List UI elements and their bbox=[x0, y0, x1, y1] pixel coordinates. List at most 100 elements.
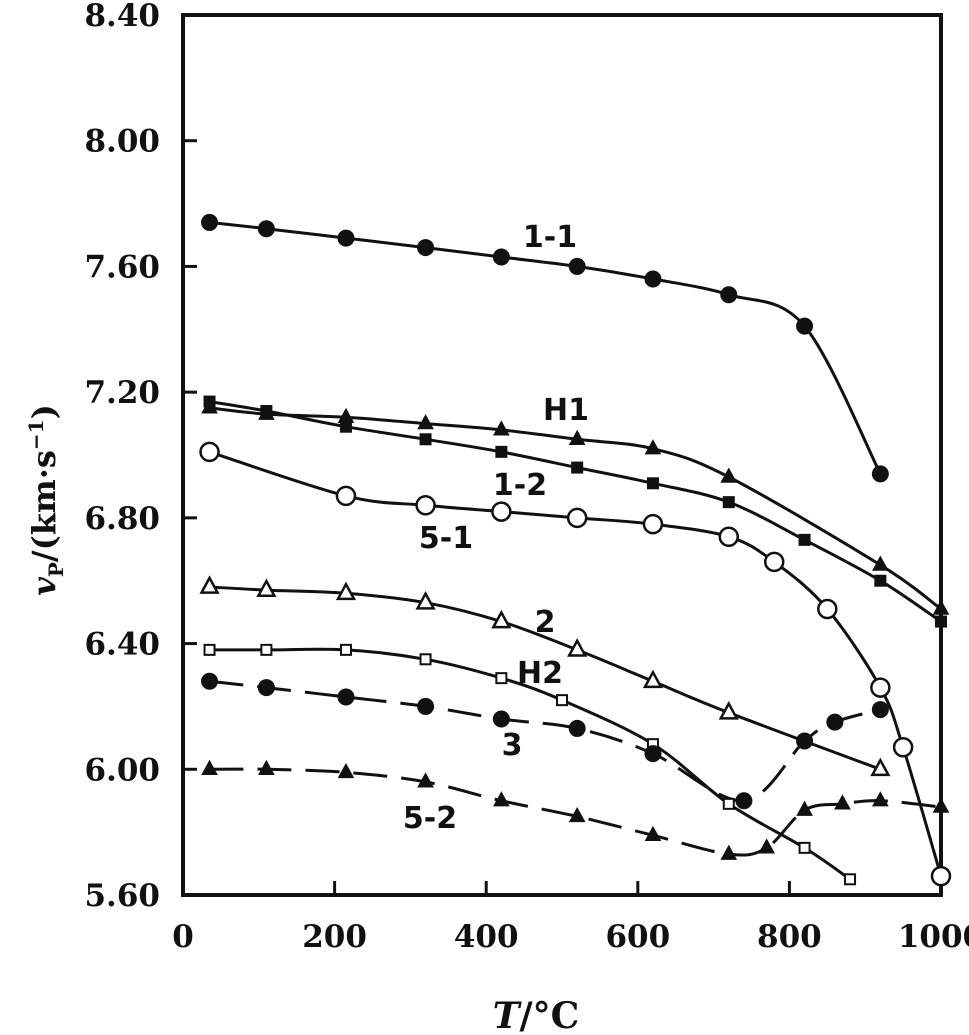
series-line bbox=[209, 679, 881, 803]
series-label: 5-2 bbox=[403, 801, 457, 836]
data-point-marker bbox=[337, 688, 355, 706]
data-point-marker bbox=[735, 792, 753, 810]
data-point-marker bbox=[493, 791, 510, 807]
data-point-marker bbox=[491, 609, 512, 629]
x-tick-label: 1000 bbox=[898, 919, 969, 955]
data-point-marker bbox=[495, 445, 508, 458]
data-point-marker bbox=[644, 745, 662, 763]
data-point-marker bbox=[335, 485, 357, 507]
y-tick-label: 6.00 bbox=[84, 752, 160, 788]
data-point-marker bbox=[874, 574, 887, 587]
series-labels: 1-1 H1 1-2 5-1 2 H2 3 5-2 bbox=[403, 220, 589, 836]
series-line bbox=[209, 220, 882, 475]
data-point-marker bbox=[415, 590, 436, 610]
data-point-marker bbox=[892, 737, 914, 758]
data-point-marker bbox=[796, 317, 814, 335]
y-tick-label: 7.60 bbox=[84, 249, 160, 285]
y-tick-label: 6.80 bbox=[84, 501, 160, 537]
series-label: 5-1 bbox=[419, 521, 473, 556]
data-point-marker bbox=[932, 797, 950, 813]
data-point-marker bbox=[567, 638, 588, 657]
data-point-marker bbox=[718, 700, 739, 720]
series-line bbox=[209, 406, 942, 611]
data-point-marker bbox=[417, 239, 435, 257]
data-point-marker bbox=[203, 643, 216, 656]
data-point-marker bbox=[337, 229, 355, 247]
data-point-marker bbox=[199, 441, 220, 463]
series-markers bbox=[199, 213, 952, 887]
x-tick-label: 600 bbox=[605, 919, 670, 955]
data-point-marker bbox=[492, 248, 510, 266]
data-point-marker bbox=[758, 838, 776, 854]
data-point-marker bbox=[337, 762, 355, 779]
data-point-marker bbox=[258, 759, 275, 775]
data-point-marker bbox=[646, 477, 659, 490]
data-point-marker bbox=[826, 713, 844, 731]
data-point-marker bbox=[642, 513, 664, 535]
data-point-marker bbox=[556, 694, 568, 707]
data-point-marker bbox=[722, 797, 735, 810]
data-point-marker bbox=[720, 467, 738, 483]
data-point-marker bbox=[566, 507, 588, 529]
data-point-marker bbox=[571, 461, 584, 474]
data-point-marker bbox=[415, 495, 436, 516]
y-tick-label: 6.40 bbox=[84, 627, 160, 663]
data-point-marker bbox=[796, 800, 813, 816]
data-point-marker bbox=[568, 257, 586, 275]
series-label: 1-1 bbox=[523, 220, 577, 255]
data-point-marker bbox=[844, 873, 857, 886]
data-point-marker bbox=[417, 414, 434, 430]
data-point-marker bbox=[203, 395, 216, 408]
data-point-marker bbox=[870, 677, 891, 698]
data-point-marker bbox=[339, 643, 352, 656]
data-point-marker bbox=[930, 865, 952, 887]
data-point-marker bbox=[260, 643, 273, 656]
data-point-marker bbox=[871, 465, 889, 483]
data-point-marker bbox=[817, 598, 838, 620]
data-point-marker bbox=[417, 697, 435, 715]
y-axis-title: vP/(km·s−1) bbox=[24, 404, 68, 595]
data-point-marker bbox=[199, 575, 220, 594]
series-label: H2 bbox=[517, 656, 563, 691]
data-point-marker bbox=[201, 672, 219, 690]
series-label: H1 bbox=[543, 393, 589, 428]
data-point-marker bbox=[798, 841, 811, 854]
data-point-marker bbox=[935, 615, 947, 628]
data-point-marker bbox=[642, 669, 664, 689]
data-point-marker bbox=[644, 825, 662, 841]
series-line bbox=[209, 647, 851, 881]
x-tick-label: 400 bbox=[454, 919, 519, 955]
data-point-marker bbox=[834, 794, 851, 810]
y-tick-label: 8.00 bbox=[84, 124, 160, 160]
data-point-marker bbox=[718, 526, 740, 547]
axis-ticks: 0 200 400 600 800 1000 5.60 6.00 6.40 6.80 7.20 7.6… bbox=[84, 0, 969, 955]
series-curves bbox=[209, 220, 943, 881]
data-point-marker bbox=[568, 719, 586, 737]
data-point-marker bbox=[492, 710, 510, 728]
data-point-marker bbox=[493, 420, 510, 436]
data-point-marker bbox=[260, 405, 273, 417]
series-label: 3 bbox=[502, 728, 523, 763]
data-point-marker bbox=[720, 286, 738, 304]
series-line bbox=[209, 450, 943, 877]
data-point-marker bbox=[870, 757, 891, 777]
data-point-marker bbox=[419, 433, 432, 446]
data-point-marker bbox=[417, 772, 434, 788]
x-tick-label: 800 bbox=[757, 919, 822, 955]
data-point-marker bbox=[720, 844, 738, 860]
data-point-marker bbox=[798, 533, 811, 546]
series-label: 2 bbox=[535, 605, 556, 640]
data-point-marker bbox=[201, 213, 219, 231]
x-tick-label: 200 bbox=[302, 919, 367, 955]
plot-frame bbox=[181, 13, 943, 897]
data-point-marker bbox=[872, 791, 889, 807]
data-point-marker bbox=[495, 672, 508, 685]
x-tick-label: 0 bbox=[172, 919, 194, 955]
data-point-marker bbox=[644, 439, 662, 455]
data-point-marker bbox=[763, 551, 785, 573]
data-point-marker bbox=[257, 679, 275, 697]
y-tick-label: 8.40 bbox=[84, 0, 160, 34]
data-point-marker bbox=[722, 496, 735, 509]
data-point-marker bbox=[871, 701, 889, 719]
